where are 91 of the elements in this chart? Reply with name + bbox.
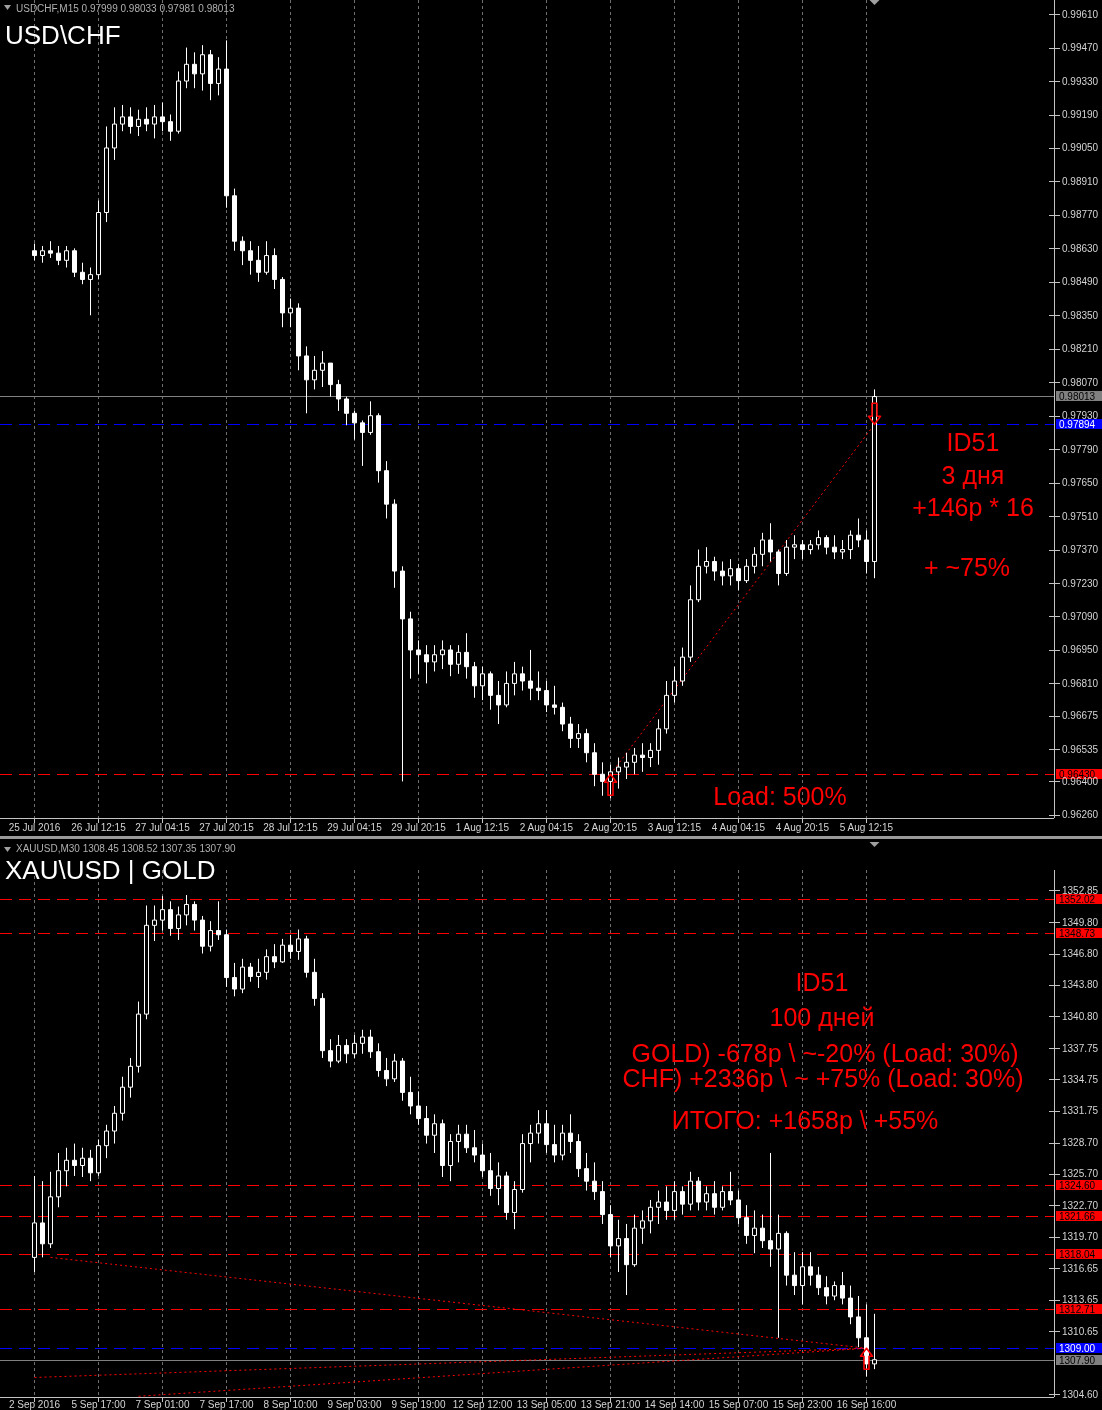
- y-tick-label: 1346.80: [1062, 948, 1099, 960]
- ref-line-label: 0.98013: [1059, 391, 1096, 402]
- y-tick-label: 1334.75: [1062, 1073, 1099, 1085]
- annotation: 3 дня: [941, 461, 1005, 489]
- y-tick-label: 1349.80: [1062, 916, 1099, 928]
- x-tick-label: 2 Aug 04:15: [519, 822, 574, 833]
- x-tick-label: 14 Sep 14:00: [644, 1399, 705, 1410]
- y-tick-label: 0.96260: [1062, 809, 1099, 821]
- y-tick-label: 0.99470: [1062, 42, 1099, 54]
- annotation: 100 дней: [769, 1003, 875, 1031]
- x-tick-label: 9 Sep 03:00: [327, 1399, 382, 1410]
- y-tick-label: 0.96675: [1062, 710, 1099, 722]
- x-tick-label: 15 Sep 23:00: [772, 1399, 833, 1410]
- y-tick-label: 0.98070: [1062, 376, 1099, 388]
- y-tick-label: 0.98630: [1062, 242, 1099, 254]
- annotation: GOLD) -678р \ ~-20% (Load: 30%): [631, 1039, 1019, 1067]
- y-tick-label: 0.97790: [1062, 443, 1099, 455]
- y-tick-label: 1328.70: [1062, 1137, 1099, 1149]
- x-tick-label: 27 Jul 20:15: [199, 822, 255, 833]
- ref-line-label: 1324.60: [1059, 1180, 1096, 1191]
- y-tick-label: 0.99330: [1062, 75, 1099, 87]
- y-tick-label: 1343.80: [1062, 979, 1099, 991]
- y-tick-label: 0.98210: [1062, 343, 1099, 355]
- x-tick-label: 7 Sep 17:00: [199, 1399, 254, 1410]
- y-tick-label: 1319.70: [1062, 1231, 1099, 1243]
- x-tick-label: 13 Sep 21:00: [580, 1399, 641, 1410]
- y-tick-label: 1304.60: [1062, 1388, 1099, 1400]
- y-tick-label: 0.96535: [1062, 743, 1099, 755]
- x-tick-label: 5 Sep 17:00: [71, 1399, 126, 1410]
- annotation: ID51: [795, 968, 849, 996]
- y-tick-label: 0.97370: [1062, 544, 1099, 556]
- annotation: +146р * 16: [912, 493, 1034, 521]
- ref-line-label: 1307.90: [1059, 1355, 1096, 1366]
- y-tick-label: 0.97510: [1062, 510, 1099, 522]
- y-tick-label: 0.97230: [1062, 577, 1099, 589]
- y-tick-label: 0.98770: [1062, 209, 1099, 221]
- x-tick-label: 5 Aug 12:15: [839, 822, 894, 833]
- y-tick-label: 1325.70: [1062, 1168, 1099, 1180]
- y-tick-label: 0.97930: [1062, 410, 1099, 422]
- chart-subtitle: USDCHF,M15 0.97999 0.98033 0.97981 0.98013: [16, 3, 235, 14]
- y-tick-label: 0.97650: [1062, 477, 1099, 489]
- x-tick-label: 26 Jul 12:15: [71, 822, 127, 833]
- ref-line-label: 1309.00: [1059, 1343, 1096, 1354]
- x-tick-label: 16 Sep 16:00: [836, 1399, 897, 1410]
- y-tick-label: 1316.65: [1062, 1262, 1099, 1274]
- y-tick-label: 0.96810: [1062, 677, 1099, 689]
- x-tick-label: 12 Sep 12:00: [452, 1399, 513, 1410]
- x-tick-label: 4 Aug 04:15: [711, 822, 766, 833]
- y-tick-label: 1322.70: [1062, 1199, 1099, 1211]
- y-tick-label: 0.98490: [1062, 276, 1099, 288]
- annotation: Load: 500%: [713, 782, 847, 810]
- x-tick-label: 27 Jul 04:15: [135, 822, 191, 833]
- y-tick-label: 0.99190: [1062, 109, 1099, 120]
- annotation: ИТОГО: +1658р \ +55%: [671, 1106, 939, 1134]
- x-tick-label: 28 Jul 12:15: [263, 822, 319, 833]
- y-tick-label: 1340.80: [1062, 1010, 1099, 1022]
- y-tick-label: 1331.75: [1062, 1105, 1099, 1117]
- x-tick-label: 9 Sep 19:00: [391, 1399, 446, 1410]
- ref-line-label: 1312.71: [1059, 1304, 1096, 1315]
- x-tick-label: 25 Jul 2016: [8, 822, 61, 833]
- y-tick-label: 0.96950: [1062, 644, 1099, 656]
- ref-line-label: 1352.02: [1059, 894, 1096, 905]
- x-tick-label: 2 Sep 2016: [8, 1399, 61, 1410]
- y-tick-label: 1313.65: [1062, 1294, 1099, 1306]
- ref-line-label: 0.97894: [1059, 419, 1096, 430]
- y-tick-label: 0.98910: [1062, 175, 1099, 187]
- annotation: + ~75%: [923, 553, 1011, 581]
- y-tick-label: 0.97090: [1062, 610, 1099, 622]
- y-tick-label: 0.98350: [1062, 309, 1099, 321]
- ref-line-label: 1348.73: [1059, 928, 1096, 939]
- y-tick-label: 1352.85: [1062, 884, 1099, 896]
- y-tick-label: 1310.65: [1062, 1325, 1099, 1337]
- y-tick-label: 0.99050: [1062, 142, 1099, 154]
- annotation: ID51: [946, 428, 1000, 456]
- ref-line-label: 1318.04: [1059, 1249, 1096, 1260]
- text: USD\CHF: [5, 20, 121, 50]
- y-tick-label: 0.99610: [1062, 8, 1099, 20]
- x-tick-label: 15 Sep 07:00: [708, 1399, 769, 1410]
- x-tick-label: 7 Sep 01:00: [135, 1399, 190, 1410]
- x-tick-label: 4 Aug 20:15: [775, 822, 830, 833]
- chart-title: XAU\USD | GOLD: [5, 855, 216, 885]
- x-tick-label: 29 Jul 04:15: [327, 822, 383, 833]
- y-tick-label: 1337.75: [1062, 1042, 1099, 1054]
- ref-line-label: 1321.66: [1059, 1211, 1096, 1222]
- x-tick-label: 13 Sep 05:00: [516, 1399, 577, 1410]
- chart-subtitle: XAUUSD,M30 1308.45 1308.52 1307.35 1307.90: [16, 843, 237, 854]
- x-tick-label: 8 Sep 10:00: [263, 1399, 318, 1410]
- x-tick-label: 3 Aug 12:15: [647, 822, 702, 833]
- x-tick-label: 2 Aug 20:15: [583, 822, 638, 833]
- x-tick-label: 29 Jul 20:15: [391, 822, 447, 833]
- x-tick-label: 1 Aug 12:15: [455, 822, 510, 833]
